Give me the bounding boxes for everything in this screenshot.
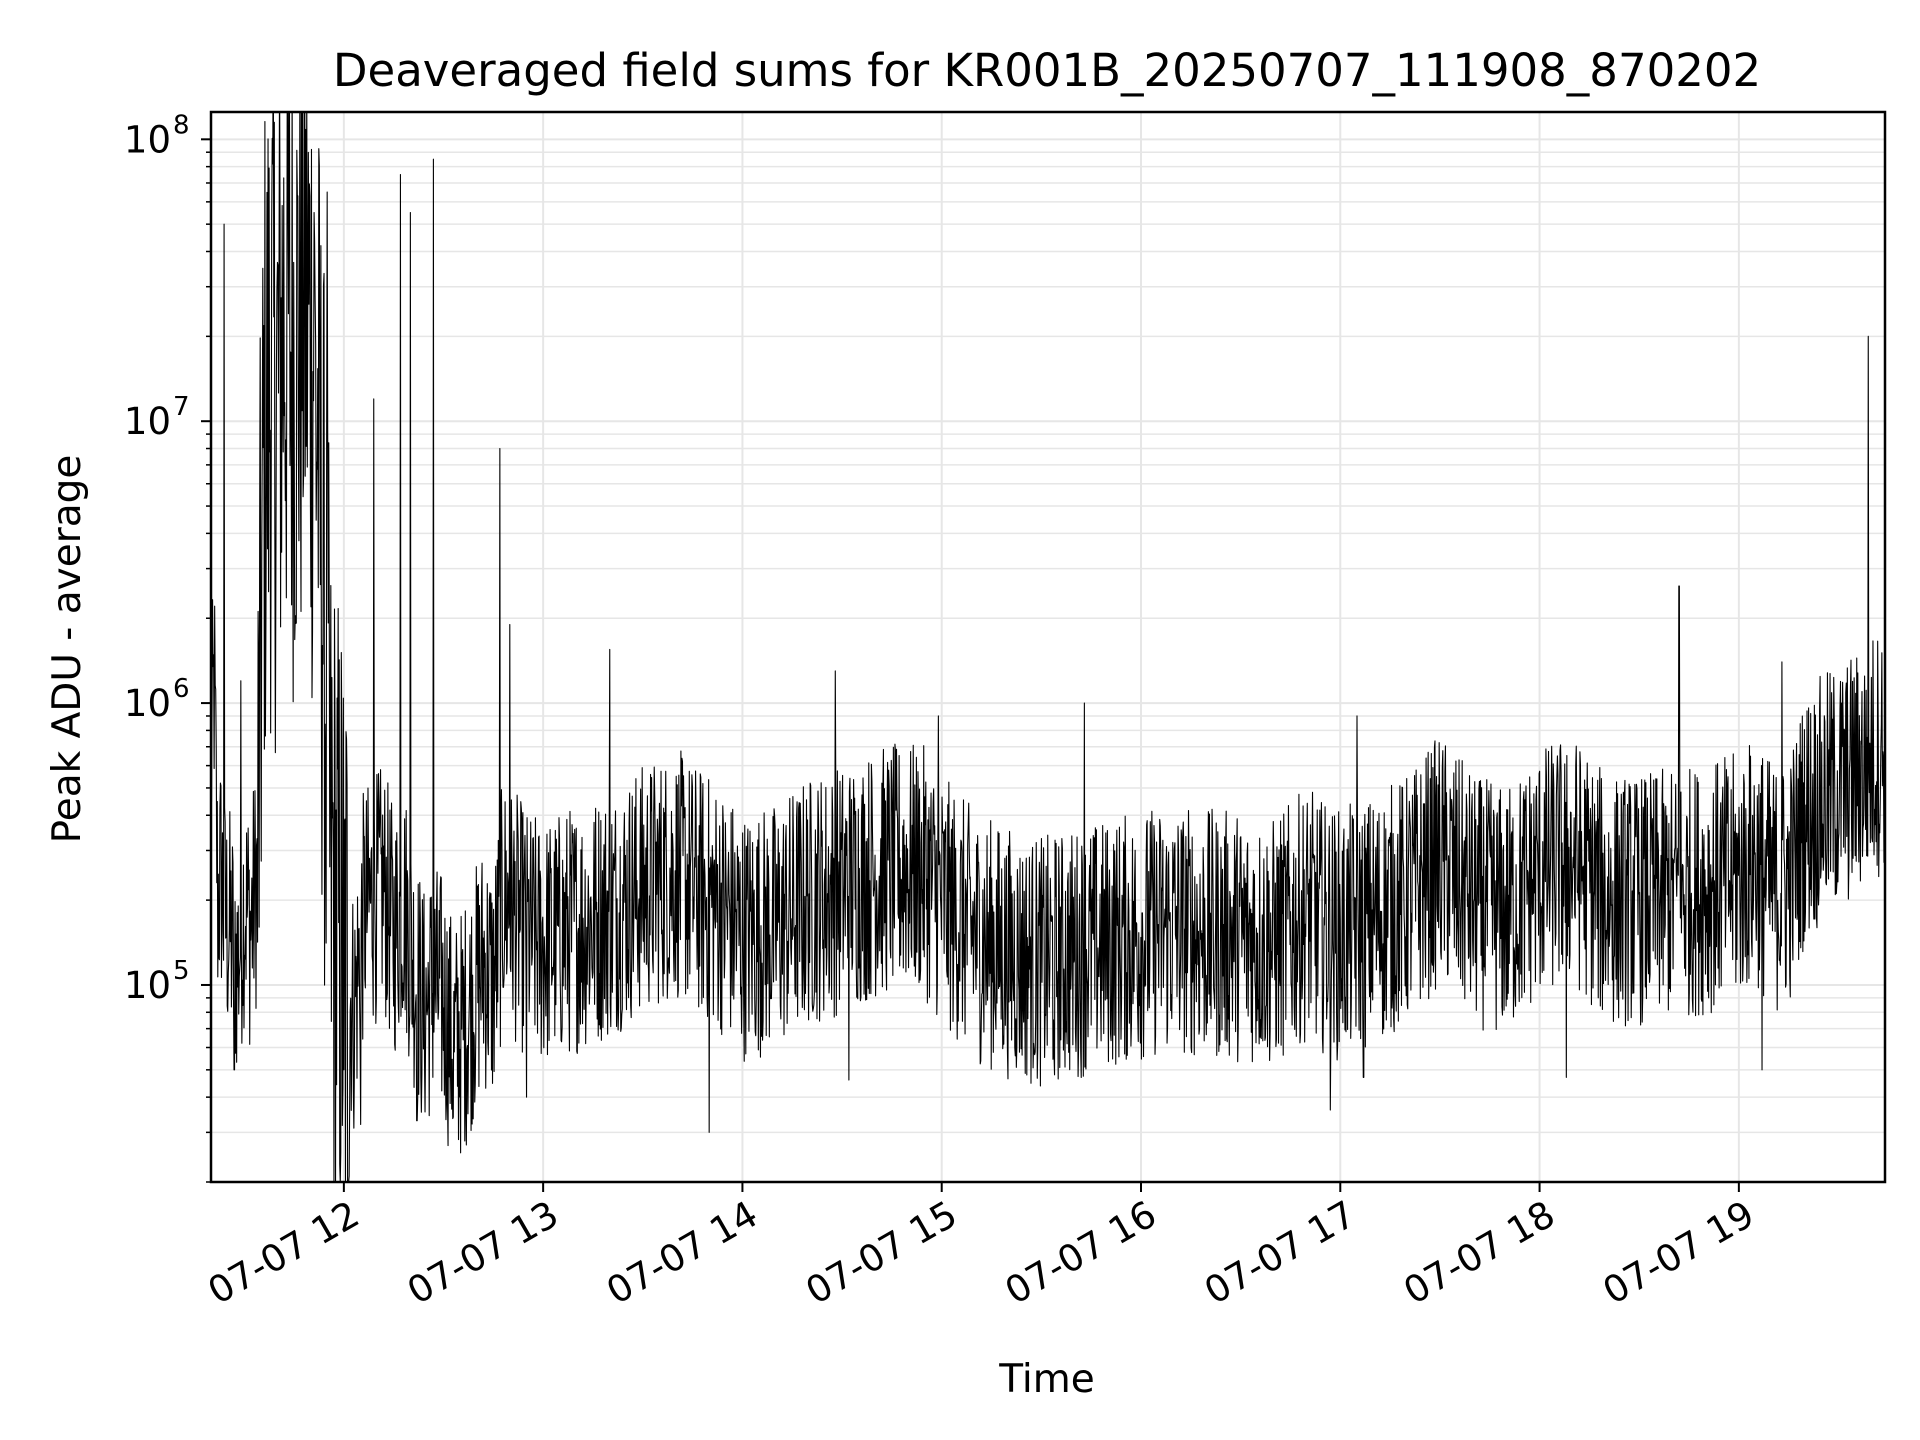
chart-title: Deaveraged field sums for KR001B_2025070… xyxy=(333,44,1761,97)
y-axis-label: Peak ADU - average xyxy=(45,455,90,844)
y-tick-label: 10 xyxy=(124,964,171,1007)
y-tick-exponent: 7 xyxy=(173,392,190,422)
data-layer xyxy=(211,112,1885,1182)
x-axis-label: Time xyxy=(998,1357,1094,1402)
y-tick-label: 10 xyxy=(124,118,171,161)
y-tick-label: 10 xyxy=(124,400,171,443)
y-tick-exponent: 8 xyxy=(173,110,190,140)
y-tick-exponent: 5 xyxy=(173,956,190,986)
y-tick-exponent: 6 xyxy=(173,674,190,704)
y-tick-label: 10 xyxy=(124,682,171,725)
series-line xyxy=(211,112,1885,1182)
plot-frame xyxy=(209,110,1887,1184)
